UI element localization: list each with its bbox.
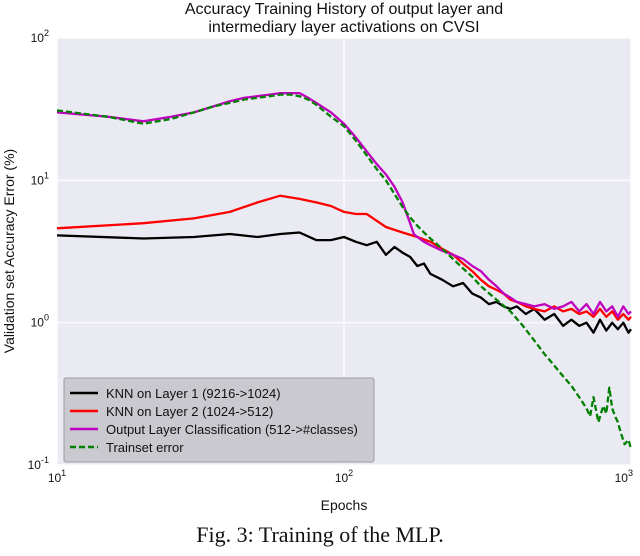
chart-title-line-1: Accuracy Training History of output laye… [185, 1, 503, 18]
y-tick-exp-0: -1 [41, 455, 49, 465]
y-axis-label: Validation set Accuracy Error (%) [1, 149, 17, 353]
series-line-2 [56, 91, 632, 318]
series-line-3 [56, 93, 633, 450]
y-tick-exp-2: 1 [44, 170, 49, 180]
y-tick-label-2: 101 [31, 170, 49, 187]
grid [56, 37, 632, 466]
x-tick-exp-2: 3 [628, 468, 633, 478]
x-tick-label-2: 103 [615, 468, 633, 485]
x-tick-label-1: 102 [335, 468, 353, 485]
series-group [56, 91, 633, 450]
y-tick-base-1: 10 [31, 316, 45, 330]
x-tick-base-0: 10 [48, 471, 62, 485]
y-tick-base-2: 10 [31, 173, 45, 187]
legend-box [63, 377, 375, 463]
legend-label-2: Output Layer Classification (512->#class… [106, 422, 358, 437]
x-tick-labels: 101 102 103 [48, 468, 633, 485]
y-tick-exp-3: 2 [44, 28, 49, 38]
figure-caption: Fig. 3: Training of the MLP. [196, 522, 444, 547]
legend-label-1: KNN on Layer 2 (1024->512) [106, 404, 273, 419]
legend-label-0: KNN on Layer 1 (9216->1024) [106, 386, 281, 401]
x-tick-label-0: 101 [48, 468, 66, 485]
x-tick-exp-0: 1 [61, 468, 66, 478]
legend: KNN on Layer 1 (9216->1024) KNN on Layer … [63, 377, 375, 463]
series-line-1 [56, 194, 632, 321]
x-tick-base-1: 10 [335, 471, 349, 485]
y-tick-base-0: 10 [28, 458, 42, 472]
y-tick-base-3: 10 [31, 31, 45, 45]
x-tick-base-2: 10 [615, 471, 629, 485]
chart-title-line-2: intermediary layer activations on CVSI [208, 19, 479, 36]
legend-label-3: Trainset error [106, 440, 184, 455]
x-axis-label: Epochs [321, 497, 368, 513]
y-tick-label-3: 102 [31, 28, 49, 45]
y-tick-exp-1: 0 [44, 313, 49, 323]
x-tick-exp-1: 2 [348, 468, 353, 478]
y-tick-label-0: 10-1 [28, 455, 49, 472]
y-tick-label-1: 100 [31, 313, 49, 330]
series-line-0 [56, 231, 632, 334]
